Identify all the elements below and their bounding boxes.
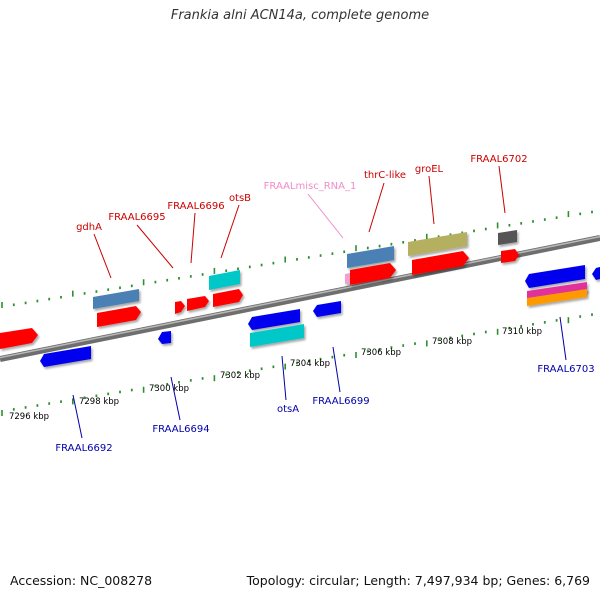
gene-groEL[interactable] bbox=[408, 232, 467, 256]
gene-left-edge-cds[interactable] bbox=[0, 328, 38, 349]
gene-FRAAL6703[interactable] bbox=[525, 265, 585, 288]
gene-right-edge-reverse[interactable] bbox=[592, 267, 600, 280]
label-FRAAL6699[interactable]: FRAAL6699 bbox=[312, 396, 369, 407]
gene-FRAAL6692[interactable] bbox=[40, 346, 91, 367]
label-FRAAL6696[interactable]: FRAAL6696 bbox=[167, 201, 224, 212]
label-FRAAL6694[interactable]: FRAAL6694 bbox=[152, 424, 209, 435]
label-FRAAL6702[interactable]: FRAAL6702 bbox=[470, 154, 527, 165]
gene-gdhA[interactable] bbox=[93, 289, 139, 309]
gene-FRAAL6702[interactable] bbox=[498, 230, 517, 245]
feature-track bbox=[0, 230, 600, 367]
label-otsB[interactable]: otsB bbox=[229, 193, 251, 204]
scale-label-7306: 7306 kbp bbox=[361, 348, 401, 358]
label-FRAAL6703[interactable]: FRAAL6703 bbox=[537, 364, 594, 375]
gene-thrC-like-cds[interactable] bbox=[350, 263, 396, 285]
gene-otsB-cds[interactable] bbox=[213, 289, 243, 307]
genome-backbone bbox=[0, 235, 600, 362]
scale-label-7300: 7300 kbp bbox=[149, 384, 189, 394]
top-labels: gdhA FRAAL6695 FRAAL6696 otsB FRAALmisc_… bbox=[76, 154, 528, 233]
accession-label: Accession: NC_008278 bbox=[10, 573, 153, 588]
gene-otsA[interactable] bbox=[250, 324, 304, 347]
top-tick-track bbox=[1, 210, 593, 308]
bottom-tick-track bbox=[1, 313, 593, 416]
label-groEL[interactable]: groEL bbox=[415, 164, 444, 175]
scale-label-7296: 7296 kbp bbox=[9, 412, 49, 422]
label-leaders bbox=[72, 165, 567, 439]
gene-thrC-like[interactable] bbox=[347, 246, 394, 268]
gene-groEL-cds[interactable] bbox=[412, 251, 469, 275]
gene-FRAAL6699[interactable] bbox=[313, 301, 341, 317]
genome-info-label: Topology: circular; Length: 7,497,934 bp… bbox=[246, 573, 590, 588]
gene-otsA-reverse[interactable] bbox=[248, 309, 300, 330]
gene-FRAAL6694[interactable] bbox=[158, 331, 171, 344]
gene-otsB[interactable] bbox=[209, 270, 240, 290]
label-FRAALmisc_RNA_1[interactable]: FRAALmisc_RNA_1 bbox=[264, 181, 357, 192]
map-title: Frankia alni ACN14a, complete genome bbox=[170, 8, 430, 23]
gene-FRAAL6703-orange[interactable] bbox=[527, 289, 587, 306]
gene-FRAAL6702-cds[interactable] bbox=[501, 249, 519, 263]
label-FRAAL6695[interactable]: FRAAL6695 bbox=[108, 212, 165, 223]
scale-label-7298: 7298 kbp bbox=[79, 397, 119, 407]
misc-rna-FRAALmisc_RNA_1[interactable] bbox=[345, 273, 350, 284]
label-thrC-like[interactable]: thrC-like bbox=[364, 170, 406, 181]
scale-label-7308: 7308 kbp bbox=[432, 337, 472, 347]
scale-label-7302: 7302 kbp bbox=[220, 371, 260, 381]
label-gdhA[interactable]: gdhA bbox=[76, 222, 102, 233]
scale-label-7310: 7310 kbp bbox=[502, 327, 542, 337]
gene-gdhA-cds[interactable] bbox=[97, 306, 141, 327]
bottom-labels: FRAAL6692 FRAAL6694 otsA FRAAL6699 FRAAL… bbox=[55, 364, 594, 454]
label-otsA[interactable]: otsA bbox=[277, 404, 299, 415]
scale-label-7304: 7304 kbp bbox=[290, 359, 330, 369]
gene-FRAAL6696[interactable] bbox=[187, 296, 209, 311]
scale-labels: 7296 kbp 7298 kbp 7300 kbp 7302 kbp 7304… bbox=[9, 327, 542, 422]
gene-FRAAL6695[interactable] bbox=[175, 301, 185, 314]
label-FRAAL6692[interactable]: FRAAL6692 bbox=[55, 443, 112, 454]
